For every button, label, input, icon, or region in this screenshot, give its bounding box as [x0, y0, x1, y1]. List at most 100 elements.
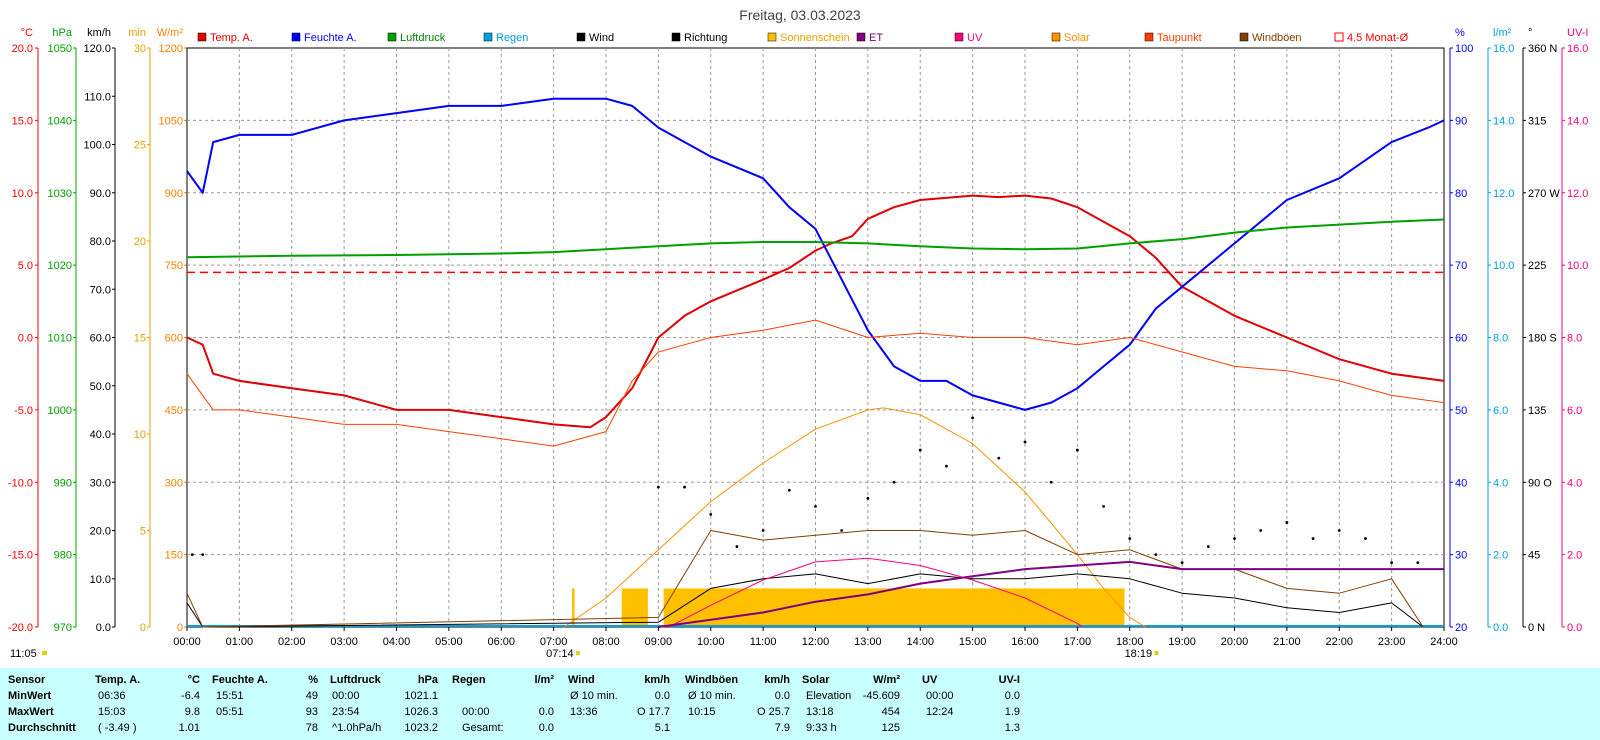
temp-tick-label: 5.0 — [18, 260, 33, 272]
legend-label: Sonnenschein — [780, 32, 850, 44]
stats-row-label: MinWert — [8, 690, 52, 702]
legend-swatch — [1144, 32, 1154, 42]
uv-tick-label: 2.0 — [1567, 550, 1582, 562]
legend-label: Wind — [589, 32, 614, 44]
sunshine-tick-label: 15 — [134, 333, 146, 345]
stats-header-uv-unit: UV-I — [998, 674, 1020, 686]
uv-tick-label: 0.0 — [1567, 622, 1582, 634]
rain-tick-label: 6.0 — [1493, 405, 1508, 417]
stats-gust-time: Ø 10 min. — [688, 690, 736, 702]
direction-point — [1154, 553, 1158, 557]
stats-pressure-time: 23:54 — [332, 706, 360, 718]
wind-tick-label: 90.0 — [90, 188, 111, 200]
stats-temp-value: 1.01 — [178, 722, 200, 734]
sunshine-bar — [663, 588, 1125, 627]
x-tick-label: 07:00 — [540, 636, 568, 648]
direction-point — [1128, 537, 1132, 540]
humidity-tick-label: 80 — [1455, 188, 1467, 200]
solar-tick-label: 1200 — [159, 43, 183, 55]
legend-label: Taupunkt — [1157, 32, 1202, 44]
right-axes: 100 90 80 70 60 50 40 30 20% 16.0 14.0 12.0 10.0 8.0 6… — [1449, 27, 1588, 634]
stats-solar-time: Elevation — [806, 690, 852, 702]
legend-label: Regen — [496, 32, 528, 44]
pressure-tick-label: 1020 — [48, 260, 72, 272]
grid — [186, 47, 1445, 628]
stats-humidity-time: 15:51 — [216, 690, 244, 702]
humidity-tick-label: 40 — [1455, 477, 1467, 489]
uv-tick-label: 12.0 — [1567, 188, 1588, 200]
legend-label: Temp. A. — [210, 32, 253, 44]
stats-header-temp: Temp. A. — [95, 674, 141, 686]
stats-wind-value: 0.0 — [654, 690, 670, 702]
legend: Temp. A. Feuchte A. Luftdruck Regen Wind Rich… — [197, 32, 1409, 44]
stats-uv-value: 1.3 — [1004, 722, 1020, 734]
stats-gust-value: O 25.7 — [756, 706, 790, 718]
stats-humidity-value: 49 — [305, 690, 318, 702]
solar-tick-label: 750 — [165, 260, 183, 272]
rain-tick-label: 16.0 — [1493, 43, 1514, 55]
solar-unit-label: W/m² — [157, 27, 184, 39]
wind-tick-label: 20.0 — [90, 526, 111, 538]
x-tick-label: 18:00 — [1116, 636, 1144, 648]
stats-wind-time: 13:36 — [570, 706, 598, 718]
wind-tick-label: 80.0 — [90, 236, 111, 248]
direction-point — [787, 488, 791, 492]
pressure-tick-label: 1030 — [48, 188, 72, 200]
wind-tick-label: 30.0 — [90, 477, 111, 489]
stats-header-humidity: Feuchte A. — [212, 674, 268, 686]
pressure-tick-label: 970 — [54, 622, 72, 634]
sunset-label: 18:19 — [1125, 648, 1153, 660]
direction-point — [1364, 537, 1367, 540]
direction-point — [761, 529, 765, 532]
stats-header-gust: Windböen — [685, 674, 739, 686]
stats-humidity-time: 05:51 — [216, 706, 244, 718]
stats-header-gust-unit: km/h — [764, 674, 790, 686]
x-tick-label: 15:00 — [959, 636, 987, 648]
stats-header-solar-unit: W/m² — [873, 674, 900, 686]
x-tick-label: 21:00 — [1273, 636, 1301, 648]
stats-uv-value: 0.0 — [1004, 690, 1020, 702]
legend-swatch — [671, 32, 681, 42]
stats-header-pressure-unit: hPa — [417, 674, 438, 686]
left-axes: 20.0 15.0 10.0 5.0 0.0 -5.0 -10.0 -15.0 -20.0 °C 1… — [8, 27, 188, 634]
rain-tick-label: 12.0 — [1493, 188, 1514, 200]
x-tick-label: 12:00 — [802, 636, 830, 648]
temp-tick-label: -15.0 — [8, 550, 33, 562]
x-tick-label: 11:00 — [750, 636, 777, 648]
temp-tick-label: -10.0 — [8, 477, 33, 489]
direction-tick-label: 90 O — [1528, 477, 1552, 489]
direction-point — [1180, 561, 1184, 565]
stats-temp-value: -6.4 — [181, 690, 200, 702]
sunshine-unit-label: min — [128, 27, 146, 39]
sunshine-tick-label: 20 — [134, 236, 146, 248]
sunshine-tick-label: 0 — [140, 622, 146, 634]
stats-solar-time: 9:33 h — [806, 722, 837, 734]
x-tick-label: 04:00 — [383, 636, 411, 648]
stats-temp-time: ( -3.49 ) — [98, 722, 137, 734]
x-tick-label: 00:00 — [173, 636, 201, 648]
rain-tick-label: 10.0 — [1493, 260, 1514, 272]
direction-point — [1337, 529, 1341, 532]
uv-series-line — [668, 557, 1083, 628]
direction-tick-label: 180 S — [1528, 333, 1557, 345]
x-tick-label: 09:00 — [645, 636, 673, 648]
direction-tick-label: 315 — [1528, 115, 1546, 127]
temp-tick-label: -20.0 — [8, 622, 33, 634]
legend-label: Luftdruck — [400, 32, 446, 44]
stats-pressure-value: 1021.1 — [404, 690, 438, 702]
legend-swatch — [856, 32, 866, 42]
uv-tick-label: 8.0 — [1567, 333, 1582, 345]
stats-temp-time: 15:03 — [98, 706, 126, 718]
direction-point — [709, 513, 713, 516]
plot-area — [186, 97, 1445, 628]
direction-point — [971, 416, 975, 420]
wind-tick-label: 110.0 — [84, 91, 111, 103]
stats-row-label: MaxWert — [8, 706, 54, 718]
temp-tick-label: 15.0 — [12, 115, 33, 127]
stats-wind-time: Ø 10 min. — [570, 690, 618, 702]
uv-tick-label: 10.0 — [1567, 260, 1588, 272]
wind-tick-label: 40.0 — [90, 429, 111, 441]
humidity-tick-label: 70 — [1455, 260, 1467, 272]
direction-tick-label: 45 — [1528, 550, 1540, 562]
stats-uv-value: 1.9 — [1004, 706, 1020, 718]
